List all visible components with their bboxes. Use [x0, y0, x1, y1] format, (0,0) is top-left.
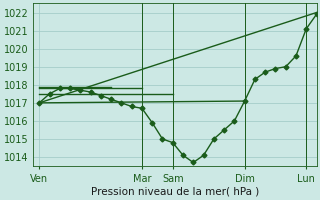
X-axis label: Pression niveau de la mer( hPa ): Pression niveau de la mer( hPa ): [91, 187, 259, 197]
